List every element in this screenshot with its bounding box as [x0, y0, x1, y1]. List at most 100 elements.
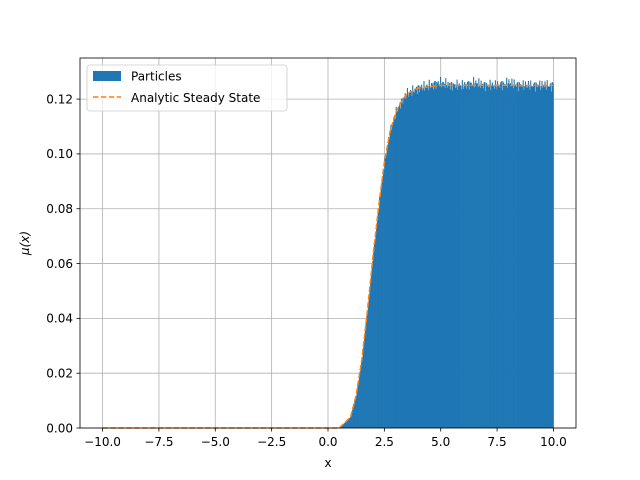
- histogram-bar: [346, 420, 348, 428]
- histogram-bar: [491, 85, 493, 428]
- histogram-bar: [546, 80, 548, 428]
- histogram-bar: [412, 85, 414, 428]
- histogram-bar: [402, 103, 404, 429]
- histogram-bar: [518, 91, 520, 428]
- histogram-bar: [398, 105, 400, 429]
- histogram-bar: [435, 88, 437, 429]
- histogram-bar: [540, 86, 542, 428]
- histogram-bar: [539, 90, 542, 428]
- histogram-bar: [515, 87, 517, 429]
- histogram-bar: [428, 79, 430, 428]
- histogram-bar: [516, 82, 518, 428]
- histogram-bar: [367, 312, 369, 428]
- histogram-bar: [529, 89, 531, 428]
- histogram-bar: [359, 371, 361, 428]
- histogram-bar: [392, 122, 394, 428]
- histogram-bar: [354, 401, 356, 428]
- histogram-bar: [487, 85, 489, 428]
- histogram-bar: [391, 124, 393, 428]
- histogram-bar: [499, 87, 501, 428]
- histogram-bar: [383, 169, 385, 429]
- histogram-bar: [542, 85, 545, 428]
- histogram-bar: [459, 85, 461, 428]
- histogram-bar: [511, 78, 513, 428]
- histogram-bar: [357, 385, 359, 428]
- histogram-bar: [548, 86, 550, 428]
- histogram-bar: [355, 397, 357, 428]
- x-tick-label: −7.5: [144, 435, 173, 449]
- histogram-bar: [441, 83, 443, 428]
- histogram-bar: [426, 84, 428, 428]
- histogram-bar: [514, 85, 516, 429]
- histogram-bar: [340, 426, 342, 428]
- histogram-bar: [545, 89, 548, 429]
- histogram-bar: [375, 232, 377, 428]
- histogram-bar: [413, 92, 415, 428]
- histogram-bar: [481, 84, 483, 428]
- histogram-bar: [505, 84, 507, 428]
- histogram-bar: [369, 289, 371, 428]
- y-tick-label: 0.00: [46, 421, 73, 435]
- histogram-bar: [401, 98, 403, 429]
- histogram-bar: [448, 83, 451, 428]
- histogram-bar: [442, 82, 445, 428]
- y-tick-label: 0.08: [46, 202, 73, 216]
- histogram-bar: [470, 83, 472, 429]
- histogram-bar: [522, 80, 524, 428]
- histogram-bar: [493, 85, 495, 429]
- histogram-bar: [439, 84, 441, 429]
- histogram-bar: [551, 91, 553, 428]
- histogram-bar: [473, 77, 475, 429]
- histogram-bar: [500, 82, 502, 428]
- histogram-bar: [494, 80, 496, 429]
- legend-label-analytic: Analytic Steady State: [131, 91, 260, 105]
- histogram-bar: [521, 86, 523, 428]
- histogram-bar: [533, 83, 535, 428]
- histogram-bar: [448, 84, 450, 429]
- histogram-bar: [507, 83, 509, 428]
- histogram-bar: [453, 84, 455, 429]
- histogram-bar: [461, 79, 463, 428]
- histogram-bar: [463, 88, 465, 428]
- histogram-bar: [407, 96, 409, 428]
- histogram-bar: [343, 423, 345, 428]
- histogram-bar: [532, 87, 534, 428]
- histogram-bar: [497, 85, 499, 429]
- histogram-bar: [460, 85, 462, 429]
- histogram-bar: [344, 422, 346, 428]
- histogram-bar: [509, 83, 511, 429]
- histogram-bar: [341, 425, 343, 428]
- histogram-bar: [443, 83, 445, 428]
- histogram-bar: [527, 80, 530, 428]
- histogram-bar: [406, 87, 409, 428]
- histogram-bar: [400, 99, 402, 428]
- histogram-bar: [474, 83, 476, 429]
- histogram-bar: [358, 381, 360, 428]
- histogram-bar: [410, 91, 412, 428]
- histogram-bar: [536, 87, 539, 428]
- histogram-bar: [473, 87, 475, 429]
- histogram-bar: [436, 83, 439, 428]
- histogram-bar: [450, 82, 452, 428]
- histogram-bar: [379, 196, 381, 428]
- y-tick-label: 0.02: [46, 366, 73, 380]
- analytic-line-layer: [102, 84, 554, 429]
- histogram-bar: [365, 322, 367, 428]
- histogram-bar: [479, 84, 481, 428]
- histogram-bar: [445, 78, 447, 428]
- histogram-bar: [385, 154, 387, 428]
- histogram-bar: [480, 80, 482, 428]
- histogram-bar: [396, 111, 398, 428]
- x-tick-label: −2.5: [257, 435, 286, 449]
- histogram-bar: [523, 90, 525, 429]
- histogram-bar: [524, 86, 526, 428]
- x-tick-label: 10.0: [540, 435, 567, 449]
- histogram-bar: [366, 315, 368, 428]
- histogram-bar: [497, 81, 499, 428]
- histogram-bar: [397, 111, 399, 429]
- histogram-bar: [509, 84, 511, 429]
- histogram-bar: [381, 182, 383, 428]
- histogram-bar: [447, 81, 449, 428]
- histogram-bar: [434, 81, 436, 428]
